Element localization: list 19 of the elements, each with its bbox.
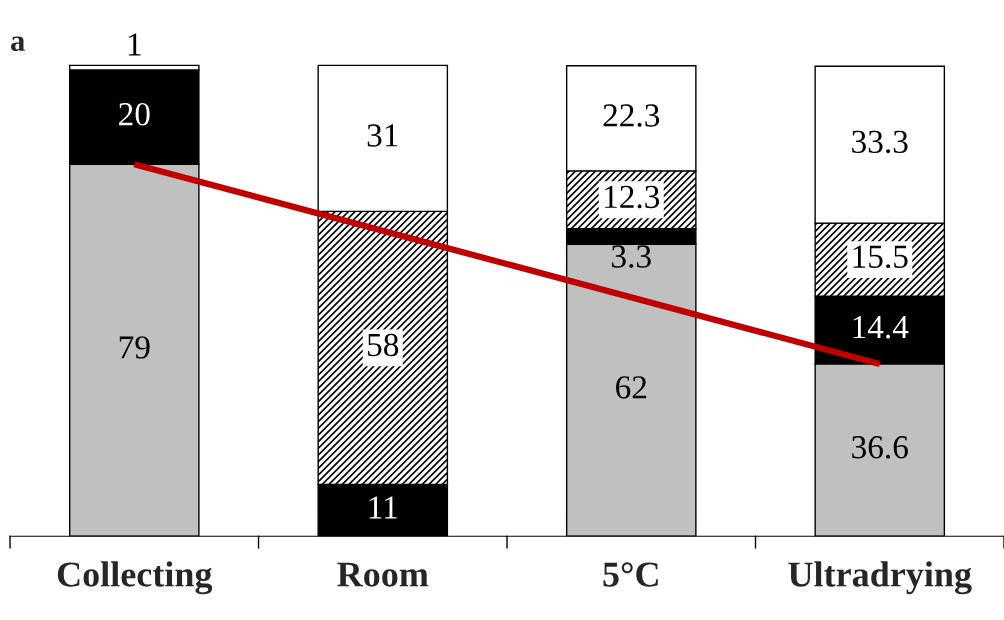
data-label: 20 [119, 102, 150, 126]
data-label: 33.3 [852, 130, 908, 154]
data-label: 31 [367, 124, 398, 147]
x-tick-label: Ultradrying [788, 561, 972, 595]
data-label: 62 [616, 376, 647, 399]
data-label: 36.6 [852, 436, 908, 459]
data-label: 22.3 [603, 104, 660, 127]
data-label: 15.5 [853, 245, 908, 269]
data-label: 14.4 [853, 316, 909, 339]
x-tick-label: Room [337, 562, 429, 587]
data-label: 79 [119, 336, 150, 359]
x-tick-label: 5°C [603, 562, 658, 587]
annotation: a [11, 36, 25, 52]
data-label: 58 [368, 333, 399, 357]
data-label: 11 [369, 496, 397, 519]
data-label: 3.3 [612, 245, 651, 268]
data-label: 12.3 [605, 185, 660, 209]
data-label: 1 [128, 33, 141, 56]
x-tick-label: Collecting [57, 561, 213, 595]
